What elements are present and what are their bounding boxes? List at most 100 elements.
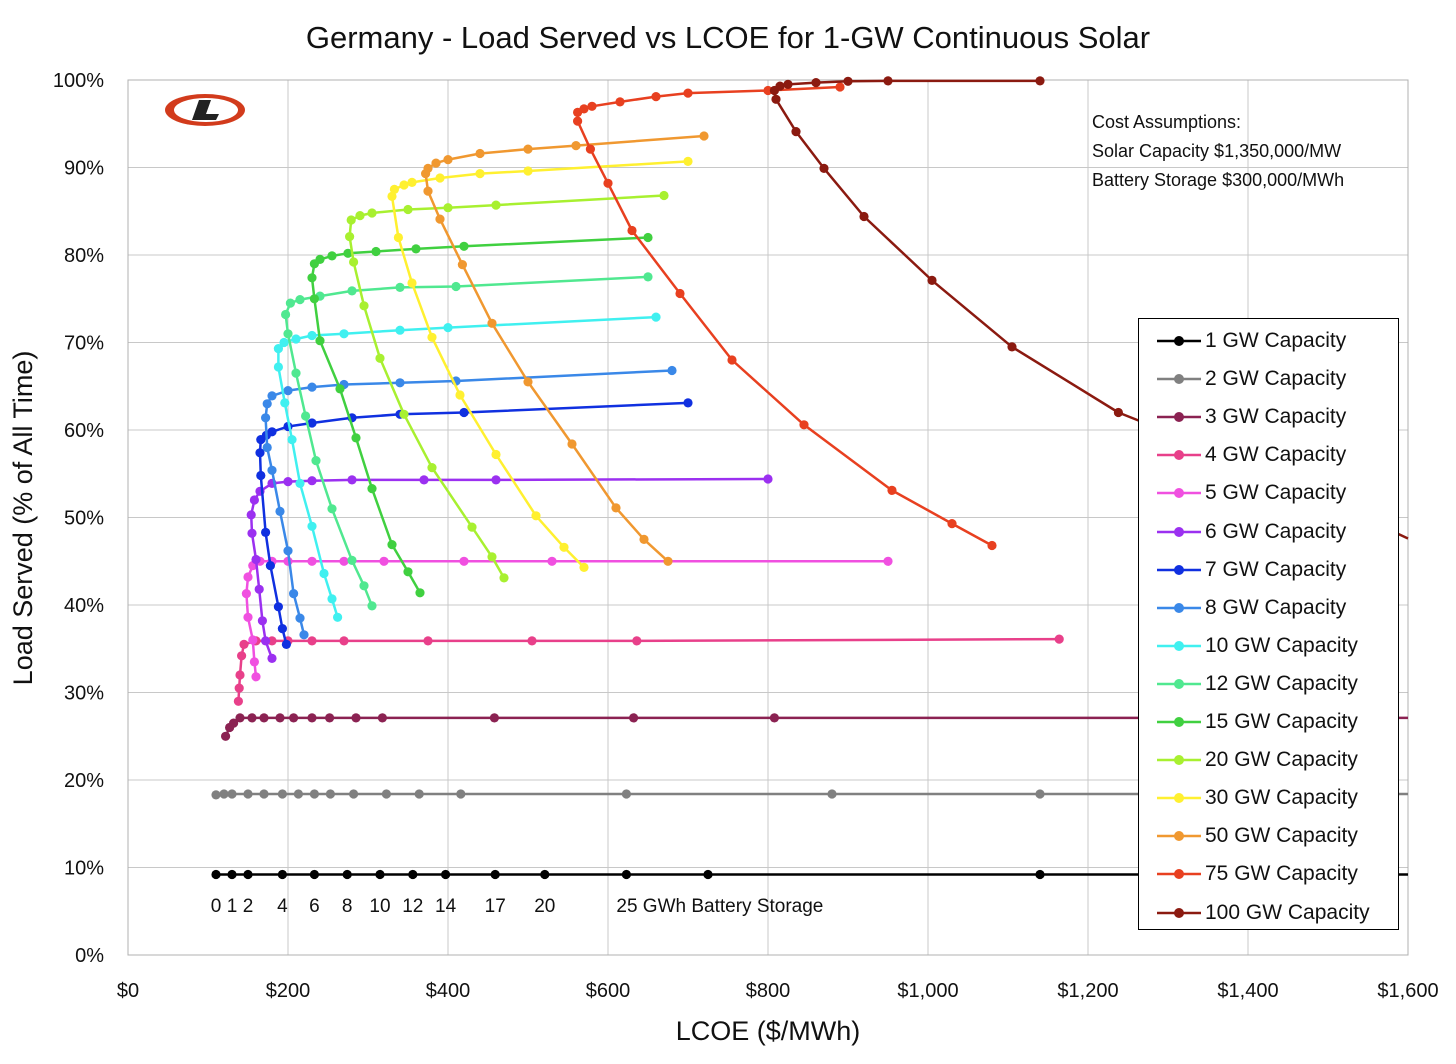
data-point: [347, 555, 357, 566]
y-tick-label: 80%: [64, 245, 104, 267]
x-tick-label: $800: [746, 980, 791, 1002]
data-point: [487, 552, 497, 562]
data-point: [843, 76, 853, 86]
legend-swatch: [1157, 564, 1201, 575]
legend-label: 5 GW Capacity: [1205, 481, 1347, 505]
data-point: [335, 384, 345, 394]
data-point: [299, 630, 309, 640]
data-point: [523, 377, 533, 387]
data-point: [211, 790, 221, 800]
data-point: [255, 448, 265, 458]
data-point: [277, 869, 287, 880]
data-point: [423, 163, 433, 173]
legend-swatch-marker: [1174, 793, 1184, 804]
data-point: [435, 173, 445, 183]
data-point: [221, 731, 231, 741]
series-group: [261, 365, 677, 640]
legend-item: 8 GW Capacity: [1139, 590, 1398, 626]
x-tick-label: $600: [586, 980, 631, 1002]
data-point: [783, 79, 793, 89]
data-point: [414, 789, 424, 799]
data-point: [281, 309, 291, 320]
data-point: [311, 456, 321, 466]
legend-item: 75 GW Capacity: [1139, 856, 1398, 892]
data-point: [257, 616, 267, 626]
legend-swatch: [1157, 412, 1201, 423]
x-tick-label: $0: [117, 980, 139, 1002]
data-point: [367, 484, 377, 494]
series-group: [221, 713, 1408, 741]
series-group: [307, 232, 653, 598]
legend-item: 4 GW Capacity: [1139, 437, 1398, 473]
data-point: [273, 344, 283, 354]
data-point: [927, 275, 937, 285]
data-point: [283, 546, 293, 556]
data-point: [347, 286, 357, 296]
data-point: [261, 636, 271, 646]
data-point: [377, 713, 387, 723]
data-point: [457, 260, 467, 270]
legend-swatch: [1157, 450, 1201, 461]
data-point: [459, 407, 469, 418]
legend-swatch: [1157, 640, 1201, 651]
data-point: [293, 789, 303, 799]
data-point: [262, 399, 272, 409]
legend-swatch-marker: [1174, 602, 1184, 613]
y-tick-label: 20%: [64, 770, 104, 792]
data-point: [279, 337, 289, 348]
data-point: [423, 186, 433, 196]
data-point: [309, 869, 319, 880]
data-point: [775, 81, 785, 91]
x-tick-label: $1,400: [1217, 980, 1278, 1002]
series-line: [249, 477, 769, 659]
data-point: [267, 653, 277, 664]
data-point: [227, 789, 237, 799]
data-point: [295, 295, 305, 305]
y-tick-label: 90%: [64, 158, 104, 180]
data-point: [585, 144, 596, 154]
data-point: [663, 556, 673, 566]
data-point: [523, 144, 533, 154]
storage-label: 0: [211, 896, 222, 917]
data-point: [883, 556, 893, 566]
data-point: [243, 869, 253, 880]
data-point: [835, 82, 845, 92]
data-point: [395, 378, 405, 388]
storage-label: 12: [402, 896, 423, 917]
legend-label: 8 GW Capacity: [1205, 595, 1347, 619]
chart-title: Germany - Load Served vs LCOE for 1-GW C…: [306, 20, 1150, 55]
data-point: [1113, 407, 1123, 418]
data-point: [243, 572, 253, 582]
data-point: [285, 298, 295, 308]
data-point: [827, 789, 837, 799]
series-line: [284, 275, 649, 607]
y-tick-label: 50%: [64, 508, 104, 530]
data-point: [287, 435, 297, 445]
data-point: [333, 612, 343, 622]
legend-item: 2 GW Capacity: [1139, 361, 1398, 397]
legend-swatch: [1157, 488, 1201, 499]
data-point: [411, 244, 421, 254]
data-point: [327, 504, 337, 514]
series-line: [348, 194, 665, 579]
data-point: [435, 214, 445, 224]
data-point: [367, 601, 377, 611]
data-point: [375, 353, 385, 363]
data-point: [431, 158, 441, 168]
legend-swatch-marker: [1174, 755, 1184, 766]
data-point: [489, 713, 499, 723]
data-point: [256, 470, 266, 481]
data-point: [487, 318, 497, 328]
data-point: [627, 225, 637, 236]
data-point: [393, 232, 403, 243]
data-point: [248, 635, 258, 645]
x-tick-label: $1,000: [897, 980, 958, 1002]
data-point: [251, 672, 261, 682]
data-point: [427, 463, 437, 473]
legend-swatch-marker: [1174, 869, 1184, 880]
legend-item: 5 GW Capacity: [1139, 475, 1398, 511]
data-point: [307, 273, 317, 283]
data-point: [491, 449, 501, 460]
data-point: [621, 789, 632, 799]
legend-swatch: [1157, 869, 1201, 880]
